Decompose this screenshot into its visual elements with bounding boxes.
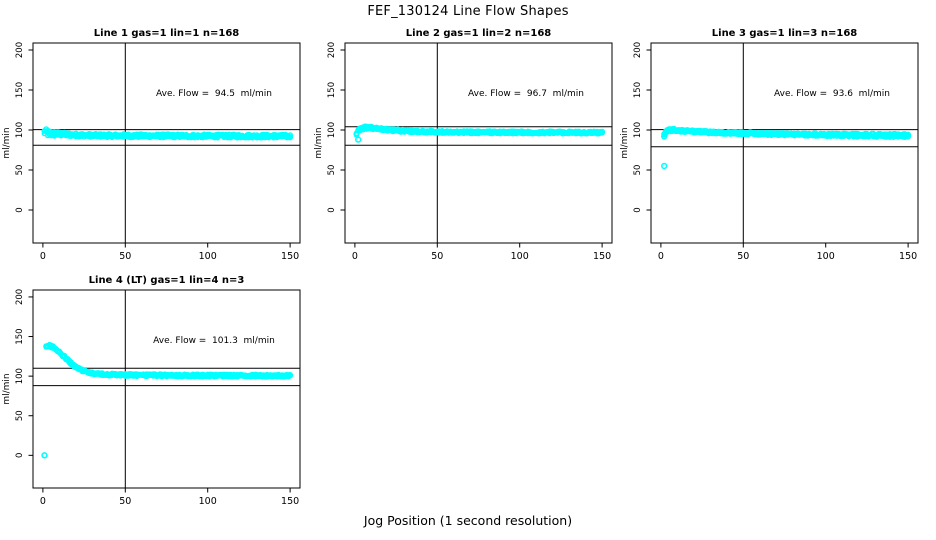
data-point bbox=[905, 133, 911, 140]
x-tick-label: 50 bbox=[431, 251, 443, 262]
panel-title: Line 4 (LT) gas=1 lin=4 n=3 bbox=[89, 275, 245, 286]
x-tick-label: 50 bbox=[119, 496, 131, 507]
y-axis-label: ml/min bbox=[314, 127, 324, 158]
y-tick-label: 0 bbox=[327, 207, 337, 212]
data-points bbox=[41, 126, 293, 141]
outlier-point bbox=[355, 136, 362, 143]
outlier-point bbox=[660, 162, 668, 170]
ave-flow-annotation: Ave. Flow = 94.5 ml/min bbox=[156, 89, 272, 99]
x-tick-label: 0 bbox=[658, 251, 664, 262]
data-points bbox=[660, 125, 911, 170]
data-points bbox=[41, 341, 293, 459]
data-points bbox=[353, 123, 605, 143]
y-tick-label: 100 bbox=[327, 122, 337, 138]
x-tick-label: 100 bbox=[511, 251, 529, 262]
y-tick-label: 200 bbox=[15, 42, 25, 58]
plot-box bbox=[32, 289, 301, 489]
y-tick-label: 50 bbox=[327, 165, 337, 176]
panel-title: Line 2 gas=1 lin=2 n=168 bbox=[406, 28, 552, 39]
y-axis-label: ml/min bbox=[2, 373, 12, 404]
panel-line-3: 0 50 100 150 0 50 100 150 200 ml/min Line 3 gas=1 … bbox=[620, 28, 919, 262]
y-tick-label: 100 bbox=[15, 368, 25, 384]
ave-flow-annotation: Ave. Flow = 101.3 ml/min bbox=[153, 336, 275, 346]
outlier-point bbox=[41, 452, 48, 459]
x-tick-label: 150 bbox=[593, 251, 611, 262]
x-tick-label: 150 bbox=[281, 251, 299, 262]
x-tick-label: 50 bbox=[737, 251, 749, 262]
data-point bbox=[905, 131, 911, 138]
ave-flow-annotation: Ave. Flow = 96.7 ml/min bbox=[468, 89, 584, 99]
y-tick-label: 100 bbox=[15, 122, 25, 138]
y-tick-label: 200 bbox=[15, 289, 25, 305]
x-tick-label: 150 bbox=[899, 251, 917, 262]
y-tick-label: 150 bbox=[15, 328, 25, 344]
y-axis-label: ml/min bbox=[620, 127, 630, 158]
ave-flow-annotation: Ave. Flow = 93.6 ml/min bbox=[774, 89, 890, 99]
x-axis-label: Jog Position (1 second resolution) bbox=[363, 513, 573, 528]
y-tick-label: 0 bbox=[15, 453, 25, 458]
y-tick-label: 0 bbox=[633, 207, 643, 212]
panel-line-4: 0 50 100 150 0 50 100 150 200 ml/min Line 4 (LT) g… bbox=[2, 275, 301, 507]
y-tick-label: 150 bbox=[633, 82, 643, 98]
x-tick-label: 0 bbox=[40, 496, 46, 507]
x-tick-label: 100 bbox=[817, 251, 835, 262]
y-tick-label: 0 bbox=[15, 207, 25, 212]
y-axis-label: ml/min bbox=[2, 127, 12, 158]
x-tick-label: 50 bbox=[119, 251, 131, 262]
data-point bbox=[287, 134, 293, 141]
y-tick-label: 50 bbox=[15, 165, 25, 176]
y-tick-label: 100 bbox=[633, 122, 643, 138]
y-tick-label: 150 bbox=[327, 82, 337, 98]
panel-line-1: 0 50 100 150 0 50 100 150 200 ml/min Line 1 gas=1 … bbox=[2, 28, 301, 262]
y-tick-label: 50 bbox=[15, 410, 25, 421]
x-tick-label: 150 bbox=[281, 496, 299, 507]
y-tick-label: 200 bbox=[633, 42, 643, 58]
outlier-point bbox=[660, 133, 668, 140]
y-tick-label: 50 bbox=[633, 165, 643, 176]
main-title: FEF_130124 Line Flow Shapes bbox=[367, 4, 569, 19]
x-tick-label: 100 bbox=[199, 251, 217, 262]
data-point bbox=[287, 371, 293, 378]
plot-box bbox=[650, 42, 919, 244]
x-tick-label: 0 bbox=[40, 251, 46, 262]
x-tick-label: 100 bbox=[199, 496, 217, 507]
panel-title: Line 3 gas=1 lin=3 n=168 bbox=[712, 28, 858, 39]
y-tick-label: 150 bbox=[15, 82, 25, 98]
panel-title: Line 1 gas=1 lin=1 n=168 bbox=[94, 28, 240, 39]
plot-box bbox=[344, 42, 613, 244]
y-tick-label: 200 bbox=[327, 42, 337, 58]
data-point bbox=[599, 128, 605, 135]
plot-box bbox=[32, 42, 301, 244]
panel-line-2: 0 50 100 150 0 50 100 150 200 ml/min Line 2 gas=1 … bbox=[314, 28, 613, 262]
x-tick-label: 0 bbox=[352, 251, 358, 262]
